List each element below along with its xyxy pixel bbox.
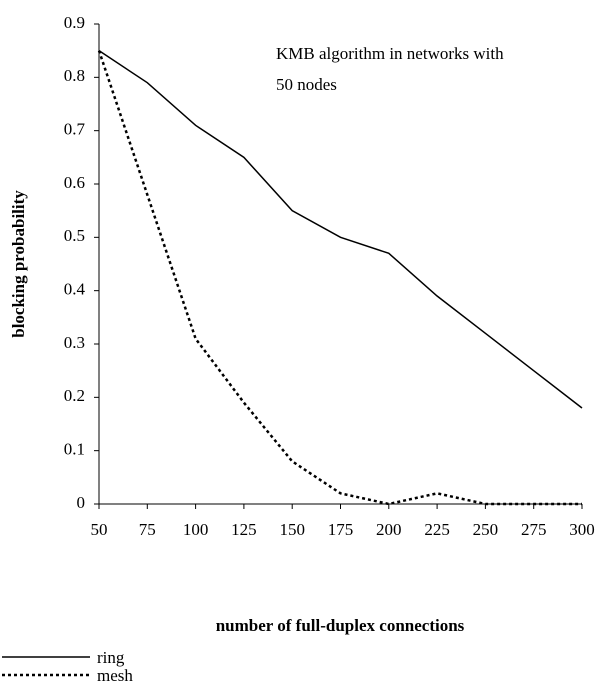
y-axis-label: blocking probability xyxy=(9,190,28,338)
y-tick-label: 0.4 xyxy=(64,280,86,299)
annotation: 50 nodes xyxy=(276,75,337,94)
y-tick-label: 0.8 xyxy=(64,66,85,85)
x-tick-label: 50 xyxy=(91,520,108,539)
x-tick-label: 150 xyxy=(279,520,305,539)
legend-label: ring xyxy=(97,648,125,667)
y-tick-label: 0.6 xyxy=(64,173,85,192)
series-line xyxy=(98,50,583,409)
y-tick-label: 0 xyxy=(77,493,86,512)
legend-label: mesh xyxy=(97,666,133,681)
x-tick-label: 250 xyxy=(473,520,499,539)
series-line xyxy=(97,50,582,506)
x-tick-label: 75 xyxy=(139,520,156,539)
y-tick-label: 0.5 xyxy=(64,226,85,245)
y-tick-label: 0.1 xyxy=(64,440,85,459)
y-tick-label: 0.3 xyxy=(64,333,85,352)
y-tick-label: 0.7 xyxy=(64,120,86,139)
y-tick-label: 0.2 xyxy=(64,386,85,405)
x-tick-label: 300 xyxy=(569,520,595,539)
x-tick-label: 100 xyxy=(183,520,209,539)
x-axis-label: number of full-duplex connections xyxy=(216,616,465,635)
x-tick-label: 225 xyxy=(424,520,450,539)
y-tick-label: 0.9 xyxy=(64,13,85,32)
x-tick-label: 175 xyxy=(328,520,354,539)
annotation: KMB algorithm in networks with xyxy=(276,44,504,63)
x-tick-label: 275 xyxy=(521,520,547,539)
x-tick-label: 125 xyxy=(231,520,257,539)
x-tick-label: 200 xyxy=(376,520,402,539)
